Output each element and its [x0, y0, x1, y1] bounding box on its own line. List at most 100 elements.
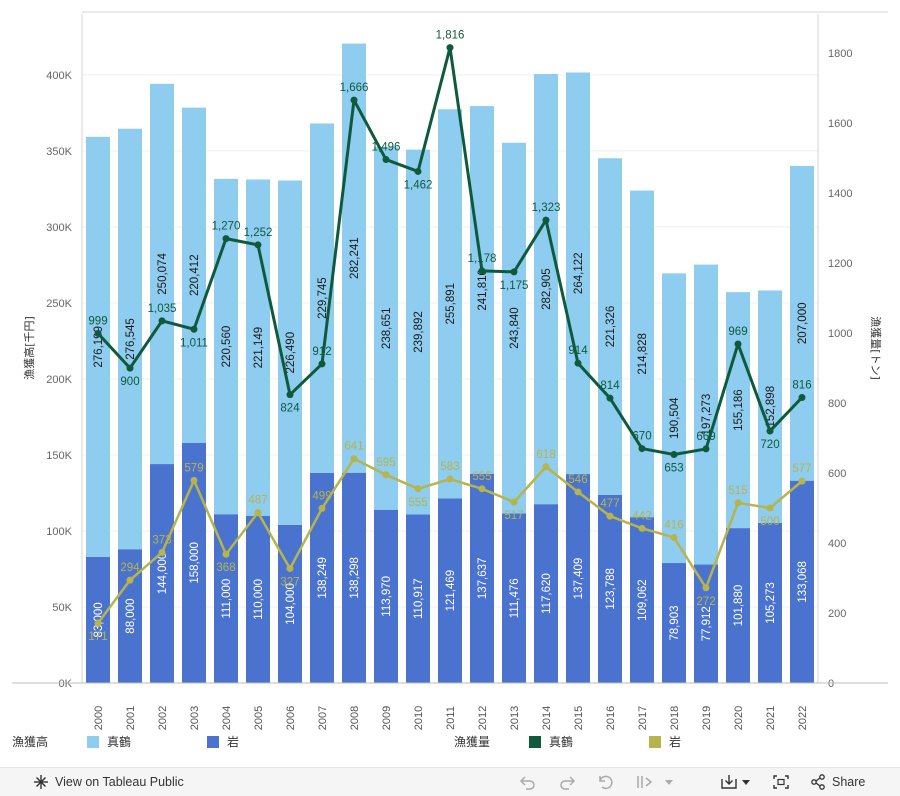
bar-label-manazuru: 255,891: [445, 283, 457, 325]
point-manazuru: [574, 359, 582, 367]
x-tick-label: 2009: [381, 706, 393, 730]
undo-button[interactable]: [519, 773, 537, 791]
x-tick-label: 2018: [669, 706, 681, 730]
bar-label-iwa: 110,000: [253, 579, 265, 620]
bar-label-manazuru: 264,122: [573, 252, 585, 294]
x-tick-label: 2011: [445, 706, 457, 730]
bar-label-manazuru: 282,905: [541, 268, 553, 310]
bar-label-manazuru: 221,149: [253, 327, 265, 369]
left-tick-label: 350K: [46, 146, 72, 158]
fullscreen-button[interactable]: [772, 773, 790, 791]
bar-manazuru: [246, 179, 270, 516]
bar-iwa: [246, 515, 270, 683]
point-iwa: [254, 509, 262, 517]
point-manazuru: [94, 329, 102, 337]
legend-item-line-manazuru[interactable]: 真鶴: [529, 733, 573, 750]
point-label-iwa: 517: [504, 510, 523, 522]
legend-swatch: [649, 735, 661, 748]
point-iwa: [126, 576, 134, 584]
point-label-manazuru: 1,816: [436, 30, 465, 42]
bar-manazuru: [438, 109, 462, 499]
point-label-manazuru: 670: [632, 431, 651, 443]
legend-bars-title: 漁獲高: [12, 735, 49, 749]
point-label-iwa: 442: [632, 510, 651, 522]
bar-iwa: [470, 473, 494, 683]
x-tick-label: 2020: [733, 706, 745, 730]
bar-manazuru: [566, 72, 590, 475]
point-label-iwa: 579: [184, 462, 203, 474]
point-manazuru: [478, 267, 486, 275]
revert-icon: [599, 775, 613, 790]
bar-label-iwa: 123,788: [605, 568, 617, 610]
point-label-iwa: 546: [568, 474, 587, 486]
legend-item-bar-iwa[interactable]: 岩: [207, 733, 239, 750]
bar-manazuru: [406, 149, 430, 515]
point-manazuru: [382, 156, 390, 164]
point-iwa: [510, 498, 518, 506]
bar-label-iwa: 104,000: [285, 583, 297, 625]
bar-manazuru: [630, 190, 654, 518]
right-tick-label: 1800: [828, 48, 852, 60]
bar-iwa: [726, 528, 750, 683]
point-manazuru: [190, 325, 198, 333]
x-tick-label: 2016: [605, 706, 617, 730]
x-tick-label: 2005: [253, 706, 265, 730]
point-manazuru: [670, 451, 678, 459]
point-label-iwa: 487: [248, 495, 267, 507]
bar-label-iwa: 121,469: [445, 570, 457, 612]
download-button[interactable]: [720, 773, 750, 791]
point-label-iwa: 641: [344, 441, 363, 453]
share-label: Share: [832, 775, 866, 789]
left-tick-label: 250K: [46, 298, 72, 310]
bar-manazuru: [694, 264, 718, 565]
point-label-iwa: 416: [664, 519, 683, 531]
bar-manazuru: [150, 83, 174, 465]
left-tick-label: 300K: [46, 222, 72, 234]
caret-down-icon: [665, 780, 673, 785]
legend-item-line-iwa[interactable]: 岩: [649, 733, 681, 750]
point-iwa: [734, 499, 742, 507]
point-iwa: [670, 533, 678, 541]
right-tick-label: 1600: [828, 118, 852, 130]
point-label-iwa: 272: [696, 596, 715, 608]
x-tick-label: 2013: [509, 706, 521, 730]
point-label-iwa: 477: [600, 498, 619, 510]
bar-label-iwa: 105,273: [765, 582, 777, 624]
bar-label-manazuru: 221,326: [605, 306, 617, 348]
x-tick-label: 2010: [413, 706, 425, 730]
revert-button[interactable]: [597, 773, 615, 791]
pause-button[interactable]: [635, 773, 653, 791]
point-manazuru: [158, 317, 166, 325]
point-label-iwa: 577: [792, 463, 811, 475]
bar-label-manazuru: 214,828: [637, 333, 649, 375]
bar-label-iwa: 113,970: [381, 576, 393, 617]
bar-iwa: [790, 480, 814, 683]
point-iwa: [414, 485, 422, 493]
bar-label-iwa: 158,000: [189, 542, 201, 584]
point-iwa: [350, 455, 358, 463]
bar-label-iwa: 78,903: [669, 605, 681, 640]
bar-label-manazuru: 226,490: [285, 332, 297, 374]
bar-label-iwa: 117,620: [541, 573, 553, 614]
point-manazuru: [510, 268, 518, 276]
view-on-tableau-button[interactable]: View on Tableau Public: [33, 773, 184, 791]
share-button[interactable]: Share: [810, 773, 865, 791]
redo-button[interactable]: [558, 773, 576, 791]
bar-manazuru: [470, 106, 494, 474]
point-label-iwa: 294: [120, 562, 140, 574]
right-tick-label: 1000: [828, 328, 852, 340]
bar-iwa: [502, 513, 526, 683]
legend-item-bar-manazuru[interactable]: 真鶴: [87, 733, 131, 750]
bar-label-iwa: 110,917: [413, 578, 425, 619]
left-tick-label: 100K: [46, 526, 72, 538]
pause-dropdown[interactable]: [665, 773, 673, 791]
x-tick-label: 2014: [541, 706, 553, 730]
view-on-tableau-label: View on Tableau Public: [55, 775, 184, 789]
bar-iwa: [342, 472, 366, 683]
point-label-iwa: 583: [440, 461, 459, 473]
point-label-iwa: 499: [312, 490, 331, 502]
point-manazuru: [318, 360, 326, 368]
legend-swatch: [87, 735, 99, 748]
point-iwa: [286, 565, 294, 573]
point-label-manazuru: 1,496: [372, 142, 401, 154]
